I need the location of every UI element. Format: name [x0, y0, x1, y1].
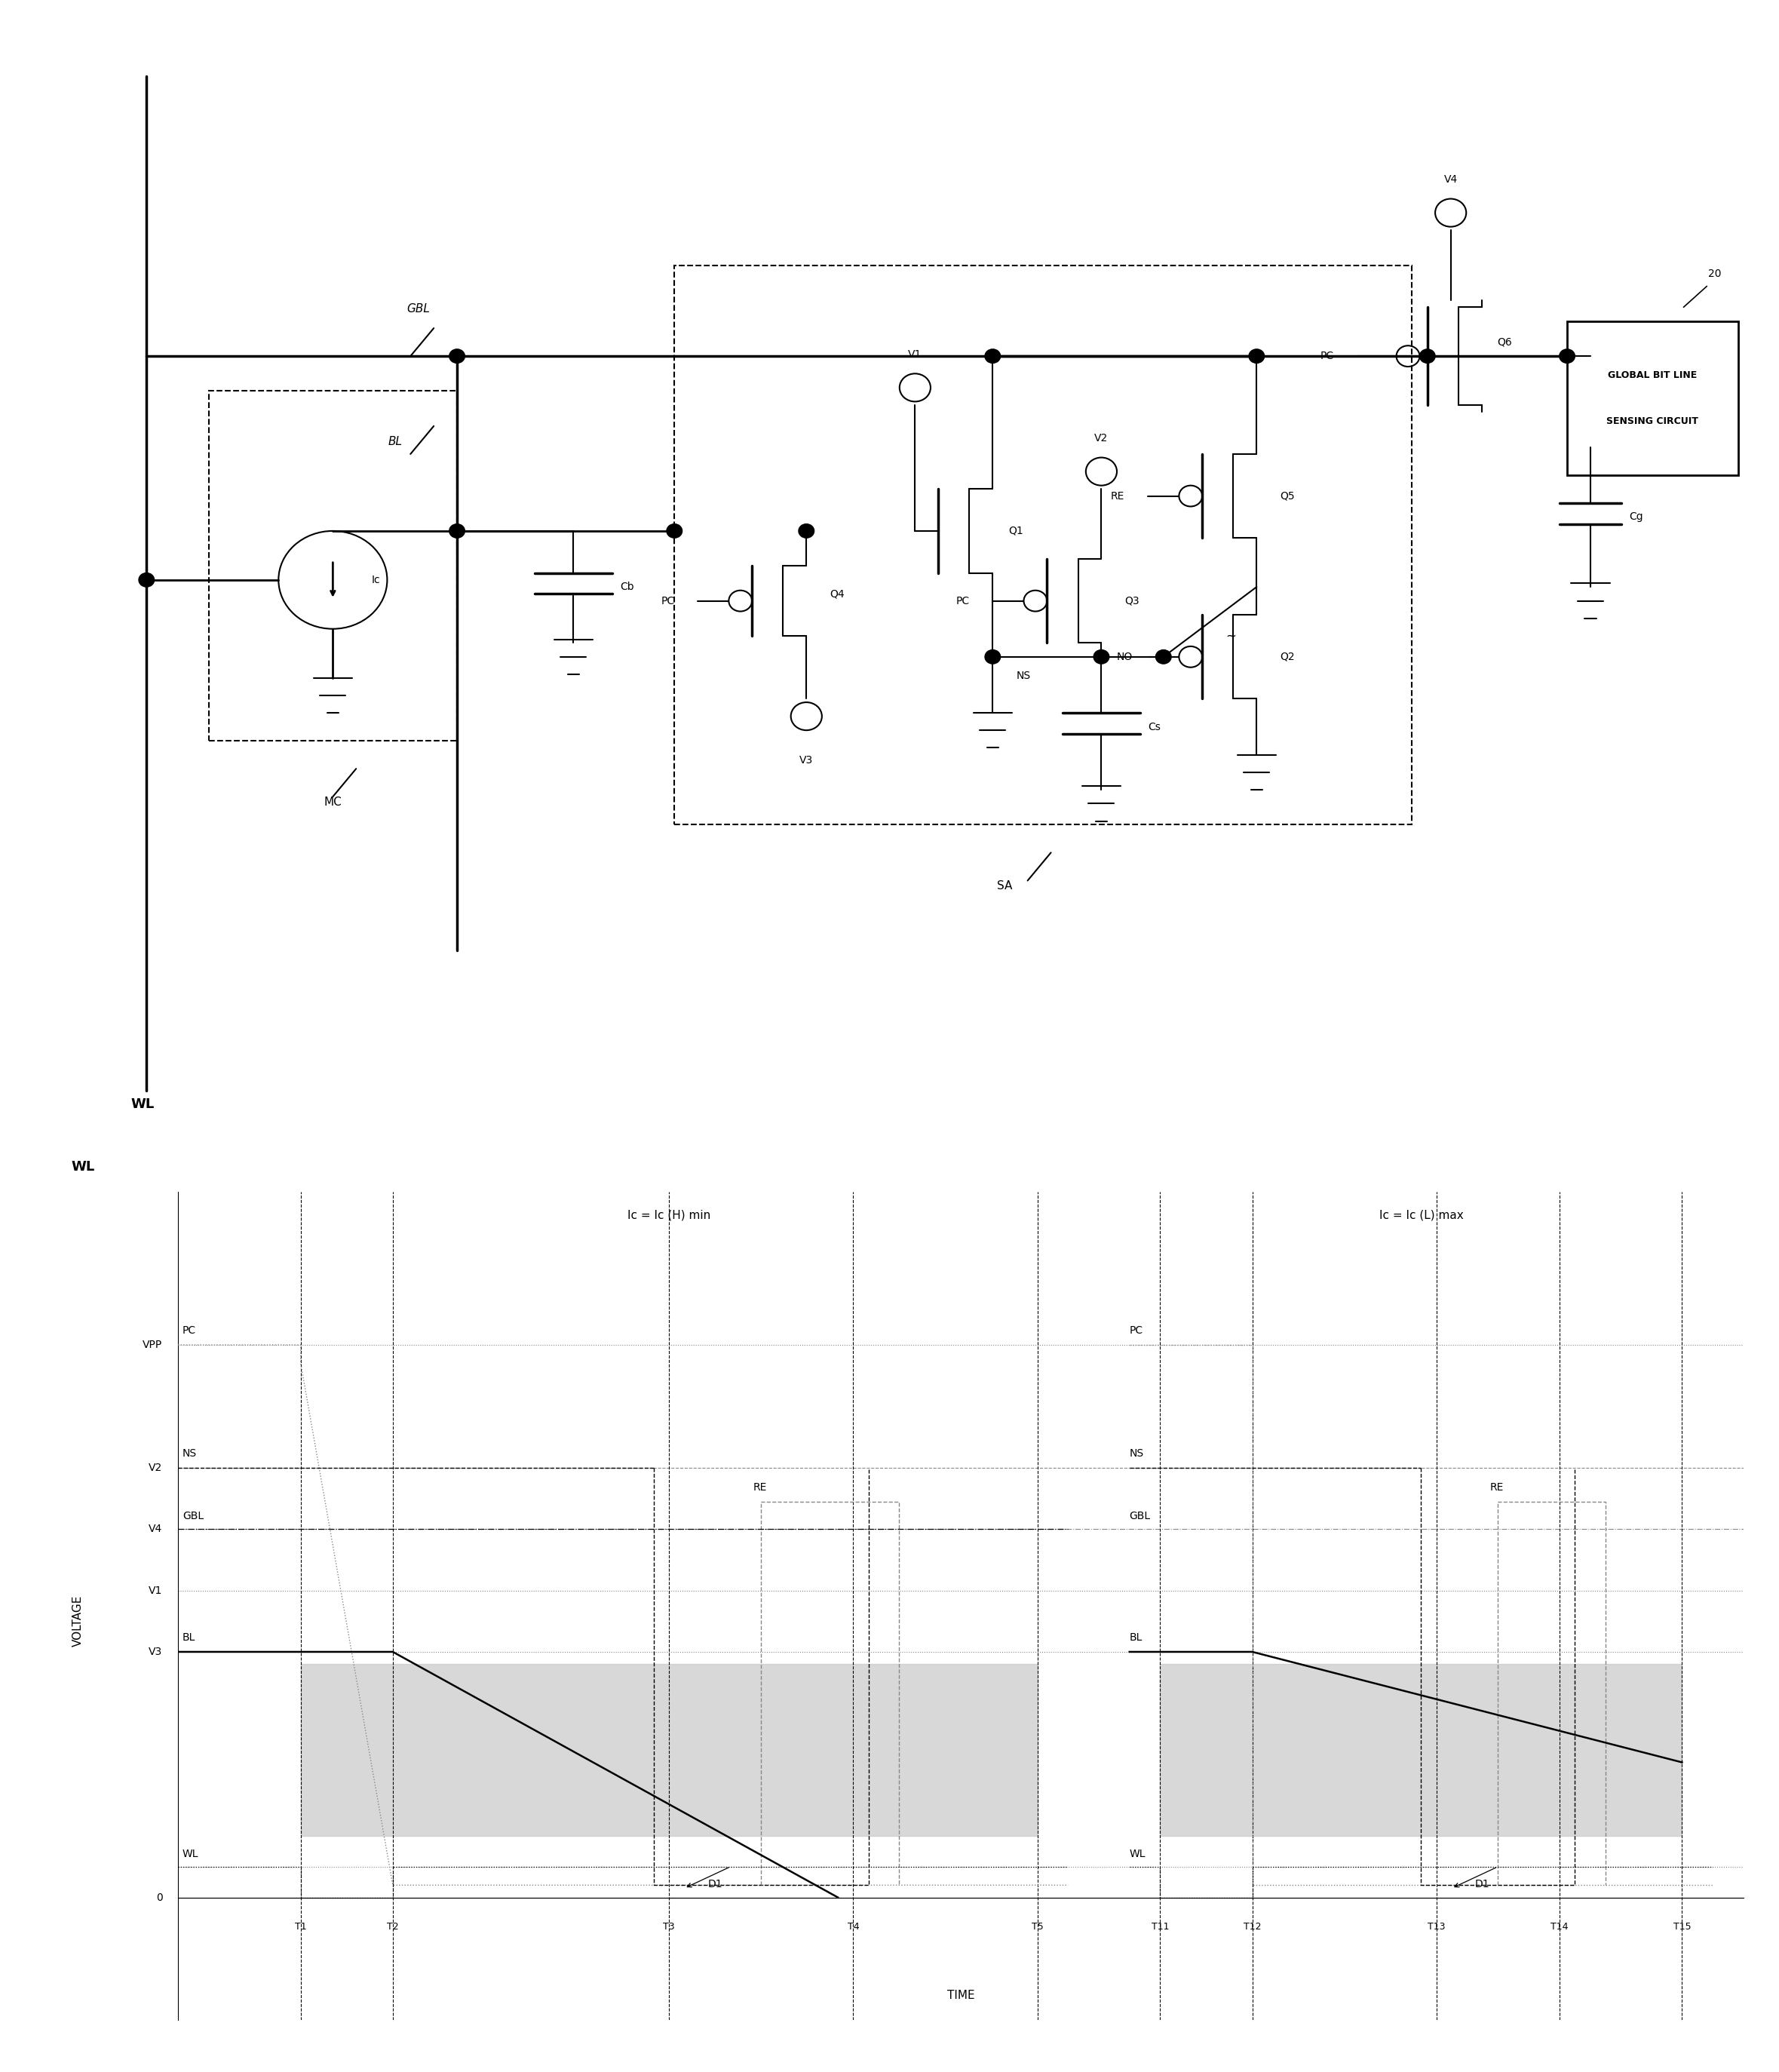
- Text: BL: BL: [1130, 1633, 1142, 1643]
- Text: Ic = Ic (L) max: Ic = Ic (L) max: [1379, 1210, 1464, 1220]
- Text: SA: SA: [996, 881, 1012, 891]
- Text: Q3: Q3: [1124, 595, 1140, 607]
- Circle shape: [1560, 348, 1574, 363]
- Text: T14: T14: [1550, 1923, 1567, 1931]
- Text: NS: NS: [183, 1448, 197, 1459]
- Text: T11: T11: [1151, 1923, 1169, 1931]
- Text: ~: ~: [1226, 630, 1236, 642]
- Text: Q4: Q4: [829, 588, 845, 599]
- Text: V4: V4: [1445, 174, 1457, 184]
- Text: BL: BL: [388, 435, 402, 448]
- Text: GBL: GBL: [407, 303, 431, 315]
- Circle shape: [1420, 348, 1436, 363]
- Text: T15: T15: [1672, 1923, 1690, 1931]
- Text: Q1: Q1: [1009, 526, 1023, 537]
- Text: V2: V2: [149, 1463, 162, 1473]
- Text: Cs: Cs: [1147, 721, 1160, 731]
- Text: Q5: Q5: [1279, 491, 1295, 501]
- Text: T12: T12: [1244, 1923, 1261, 1931]
- Text: WL: WL: [1130, 1848, 1146, 1859]
- Circle shape: [139, 572, 155, 586]
- Text: T5: T5: [1032, 1923, 1042, 1931]
- Circle shape: [1249, 348, 1265, 363]
- Text: Q2: Q2: [1279, 651, 1295, 663]
- Text: PC: PC: [1130, 1326, 1144, 1336]
- Bar: [1567, 321, 1738, 474]
- Bar: [674, 265, 1413, 825]
- Text: BL: BL: [183, 1633, 196, 1643]
- Text: VPP: VPP: [142, 1341, 162, 1351]
- Text: Ic = Ic (H) min: Ic = Ic (H) min: [628, 1210, 710, 1220]
- Text: T13: T13: [1427, 1923, 1445, 1931]
- Text: 20: 20: [1708, 269, 1722, 280]
- Text: D1: D1: [1475, 1879, 1489, 1890]
- Circle shape: [1156, 651, 1171, 663]
- Text: D1: D1: [708, 1879, 722, 1890]
- Text: VOLTAGE: VOLTAGE: [73, 1595, 84, 1647]
- Circle shape: [986, 651, 1000, 663]
- Text: Cb: Cb: [621, 582, 633, 593]
- Circle shape: [1094, 651, 1108, 663]
- Circle shape: [450, 524, 464, 539]
- Text: V3: V3: [149, 1647, 162, 1658]
- Text: PC: PC: [955, 595, 970, 607]
- Text: Ic: Ic: [372, 574, 381, 584]
- Text: 0: 0: [157, 1892, 162, 1902]
- Text: GBL: GBL: [183, 1510, 205, 1521]
- Circle shape: [667, 524, 681, 539]
- Bar: [208, 392, 457, 742]
- Text: V4: V4: [149, 1523, 162, 1535]
- Circle shape: [799, 524, 815, 539]
- Text: V2: V2: [1094, 433, 1108, 443]
- Text: NO: NO: [1117, 651, 1133, 663]
- Text: T2: T2: [386, 1923, 398, 1931]
- Text: V1: V1: [907, 348, 922, 361]
- Text: NS: NS: [1016, 671, 1030, 682]
- Text: PC: PC: [660, 595, 674, 607]
- Text: SENSING CIRCUIT: SENSING CIRCUIT: [1606, 416, 1699, 427]
- Text: T4: T4: [847, 1923, 859, 1931]
- Text: RE: RE: [754, 1481, 767, 1492]
- Text: Cg: Cg: [1630, 512, 1644, 522]
- Text: WL: WL: [183, 1848, 199, 1859]
- Text: T3: T3: [664, 1923, 674, 1931]
- Text: V3: V3: [799, 754, 813, 765]
- Text: RE: RE: [1110, 491, 1124, 501]
- Text: WL: WL: [71, 1160, 94, 1173]
- Text: T1: T1: [295, 1923, 306, 1931]
- Circle shape: [450, 348, 464, 363]
- Text: PC: PC: [183, 1326, 196, 1336]
- Circle shape: [986, 348, 1000, 363]
- Text: GBL: GBL: [1130, 1510, 1151, 1521]
- Text: MC: MC: [324, 796, 342, 808]
- Text: WL: WL: [132, 1098, 155, 1111]
- Text: TIME: TIME: [946, 1989, 975, 2002]
- Text: RE: RE: [1491, 1481, 1503, 1492]
- Text: Q6: Q6: [1498, 338, 1512, 348]
- Text: PC: PC: [1320, 350, 1334, 361]
- Text: NS: NS: [1130, 1448, 1144, 1459]
- Text: GLOBAL BIT LINE: GLOBAL BIT LINE: [1608, 371, 1697, 379]
- Text: V1: V1: [149, 1585, 162, 1595]
